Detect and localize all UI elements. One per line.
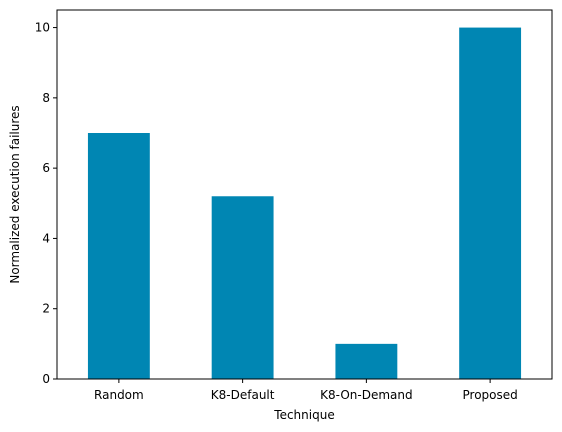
bar-k8-default	[211, 196, 274, 379]
y-tick-label: 6	[42, 161, 50, 175]
y-axis-ticks: 0 2 4 6 8 10	[35, 21, 57, 386]
y-tick-label: 2	[42, 302, 50, 316]
x-tick-label: K8-Default	[211, 388, 275, 402]
x-axis-label: Technique	[273, 408, 334, 422]
x-tick-label: K8-On-Demand	[320, 388, 412, 402]
plot-frame	[56, 9, 553, 380]
bar-k8-on-demand	[335, 343, 398, 379]
bar-proposed	[459, 27, 522, 379]
x-tick-label: Proposed	[463, 388, 518, 402]
y-tick-label: 0	[42, 372, 50, 386]
x-tick-label: Random	[94, 388, 144, 402]
y-tick-label: 8	[42, 91, 50, 105]
bar-random	[87, 133, 150, 379]
y-tick-label: 10	[35, 21, 50, 35]
y-axis-label: Normalized execution failures	[8, 105, 22, 283]
bars-layer	[87, 27, 522, 379]
x-axis-ticks: Random K8-Default K8-On-Demand Proposed	[94, 379, 518, 402]
y-tick-label: 4	[42, 231, 50, 245]
